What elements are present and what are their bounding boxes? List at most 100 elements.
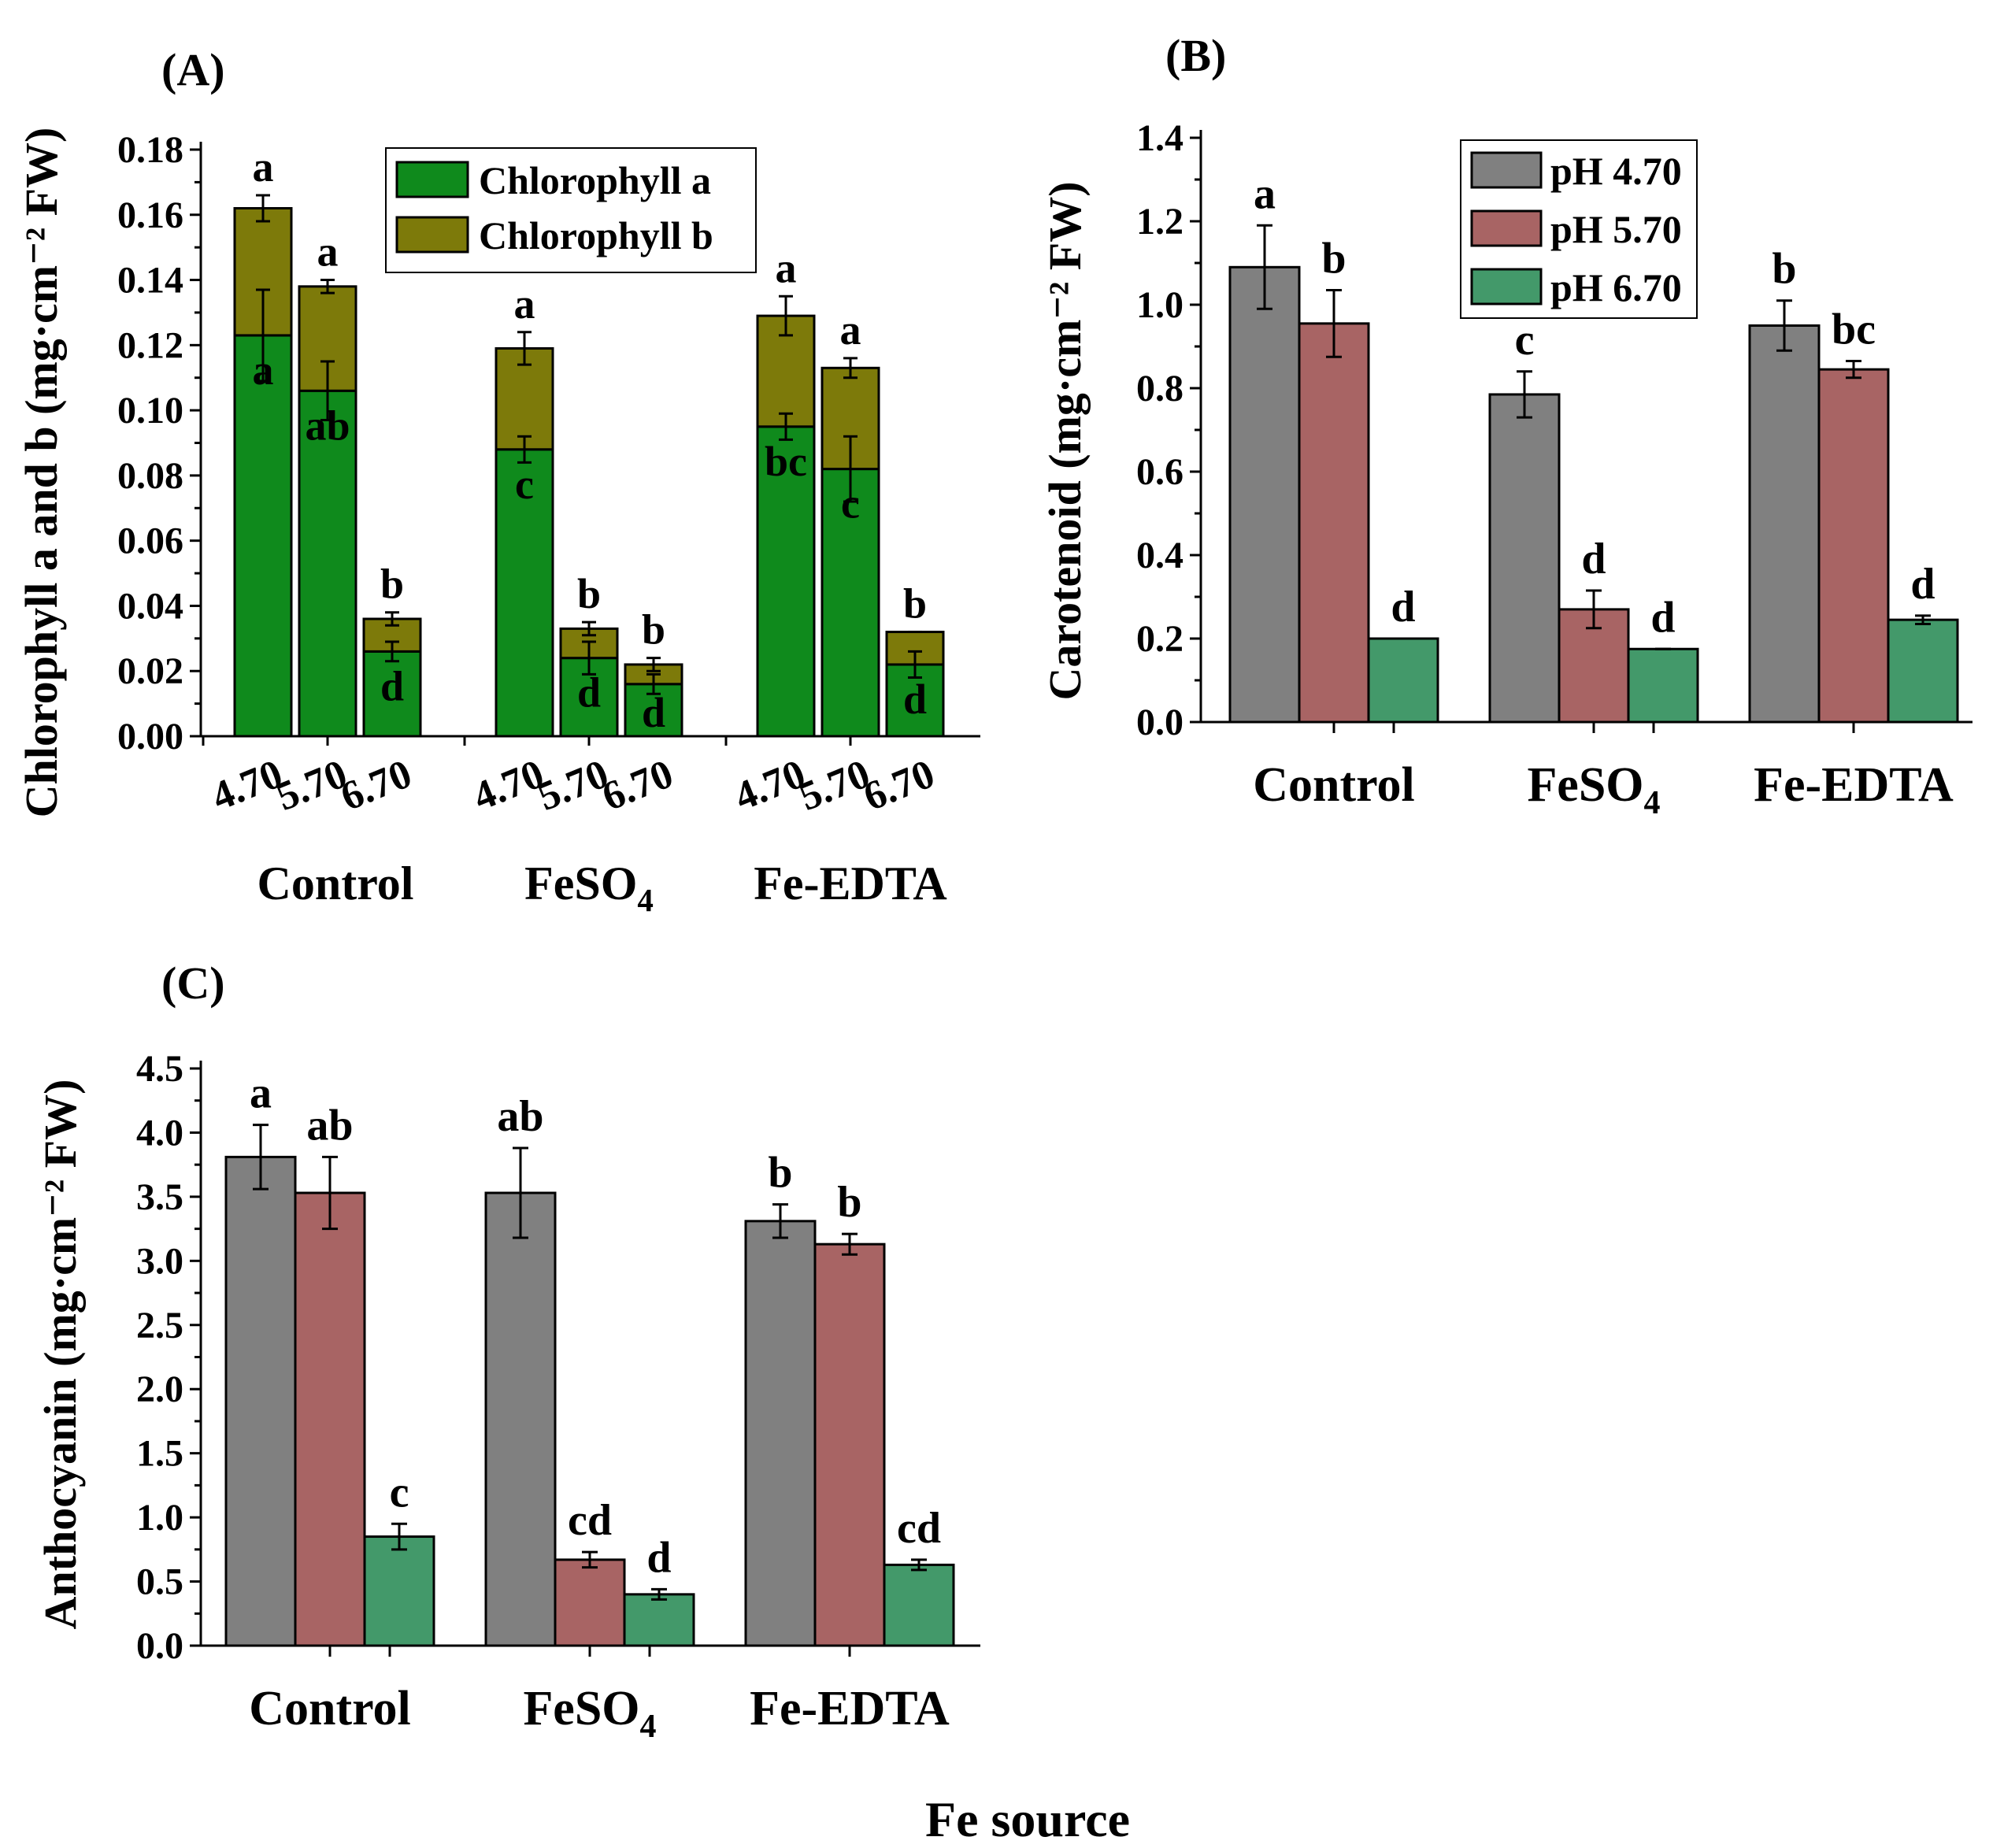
panel-b-y-tick-label: 0.6 [1136,451,1184,493]
panel-b-bar [1627,647,1699,724]
panel-a-group-label: Fe-EDTA [754,857,947,909]
panel-c-y-tick-label: 1.0 [136,1497,183,1539]
panel-b-letter: d [1581,535,1606,583]
chl-a-bar [233,334,293,738]
panel-b-bar [1488,393,1561,724]
panel-a-y-tick-label: 0.08 [117,455,183,497]
panel-c-letter: ab [497,1092,543,1141]
panel-c-y-tick-label: 2.0 [136,1368,183,1410]
panel-c-y-tick-label: 3.0 [136,1240,183,1282]
chl-a-letter: a [253,346,274,394]
panel-c-bar [554,1558,626,1647]
panel-a-y-tick-label: 0.10 [117,390,183,431]
panel-a-y-tick-label: 0.04 [117,585,183,627]
panel-b-category-label: Fe-EDTA [1754,758,1954,812]
panel-c-bar [744,1220,817,1647]
panel-b-y-label: Carotenoid (mg·cm⁻² FW) [1039,181,1091,700]
panel-a-y-tick-label: 0.02 [117,650,183,692]
chl-a-letter: d [380,662,404,709]
panel-c-category-label: FeSO4 [523,1682,656,1745]
panel-b-bar [1887,618,1959,724]
panel-a-y-tick-label: 0.06 [117,520,183,562]
panel-b-y-tick-label: 0.2 [1136,618,1184,660]
panel-a-y-tick-label: 0.16 [117,194,183,236]
panel-b-y-tick-label: 0.0 [1136,702,1184,743]
panel-c-letter: b [768,1149,792,1198]
panel-c-y-tick-label: 0.0 [136,1625,183,1667]
panel-b-y-tick-label: 0.4 [1136,535,1184,576]
panel-c-category-label: Control [249,1682,411,1735]
panel-c-bar [363,1535,435,1647]
chl-b-letter: a [253,143,274,191]
panel-c-letter: cd [897,1504,941,1553]
chl-a-bar [362,650,422,738]
panel-c-y-tick-label: 3.5 [136,1176,183,1218]
panel-b-bar [1367,637,1439,724]
panel-b-y-tick-label: 1.0 [1136,284,1184,326]
panel-c-y-tick-label: 0.5 [136,1561,183,1603]
legend-label: Chlorophyll b [479,213,713,257]
panel-b-letter: d [1910,560,1935,609]
panel-b-letter: bc [1832,306,1876,354]
chl-b-letter: a [317,228,339,276]
legend-label: pH 5.70 [1550,207,1682,251]
panel-a-ph-tick-label: 6.70 [335,751,418,820]
legend-swatch [1470,209,1543,247]
panel-b-letter: c [1515,316,1535,365]
panel-a-group-label: Control [257,857,414,909]
panel-c-y-tick-label: 4.5 [136,1048,183,1090]
panel-c-letter: cd [568,1496,612,1545]
panel-a-y-tick-label: 0.12 [117,324,183,366]
panel-c-y-label: Anthocyanin (mg·cm⁻² FW) [35,1080,86,1630]
panel-c-bar [813,1242,886,1647]
legend-label: Chlorophyll a [479,158,711,202]
panel-c-bar [484,1191,557,1647]
chl-a-letter: c [515,461,534,508]
panel-c-bar [623,1593,695,1647]
panel-b-bar [1228,265,1301,724]
legend-swatch [395,161,469,198]
chl-a-bar [298,389,357,738]
legend-swatch [395,216,469,254]
chl-a-letter: c [841,480,860,528]
panel-c-label: (C) [161,957,225,1009]
panel-a-y-tick-label: 0.18 [117,129,183,171]
panel-a-y-tick-label: 0.00 [117,716,183,757]
panel-a-ph-tick-label: 6.70 [858,751,941,820]
panel-a-y-label: Chlorophyll a and b (mg·cm⁻² FW) [16,128,67,818]
chl-b-letter: b [642,606,665,654]
chl-b-letter: a [840,306,861,354]
panel-b-letter: a [1254,169,1276,218]
chl-a-letter: d [642,689,665,736]
panel-b-letter: b [1321,234,1346,283]
panel-a-y-tick-label: 0.14 [117,260,183,302]
panel-c-bar [294,1191,366,1647]
chl-b-letter: b [903,580,927,628]
panel-c-letter: d [646,1533,671,1582]
panel-c-bar [224,1155,297,1647]
panel-c-category-label: Fe-EDTA [750,1682,950,1735]
panel-c-y-tick-label: 2.5 [136,1305,183,1346]
panel-b-y-tick-label: 1.4 [1136,117,1184,159]
chl-b-letter: a [776,244,797,291]
legend-swatch [1470,151,1543,189]
panel-b-category-label: Control [1253,758,1415,812]
legend-swatch [1470,268,1543,306]
panel-b-letter: b [1772,245,1796,294]
panel-c-bar [883,1563,955,1647]
panel-c-y-tick-label: 4.0 [136,1112,183,1154]
panel-b-bar [1817,368,1890,724]
chl-b-letter: b [577,570,601,617]
chl-a-letter: ab [305,402,350,449]
chl-a-letter: d [577,669,601,717]
panel-b-category-label: FeSO4 [1527,758,1660,821]
chl-b-letter: b [380,561,404,608]
chl-a-letter: d [903,676,927,723]
panel-b-bar [1298,322,1370,724]
panel-b-letter: d [1391,583,1415,631]
legend-label: pH 4.70 [1550,149,1682,193]
chl-b-letter: a [514,280,535,328]
panel-a-ph-tick-label: 6.70 [596,751,680,820]
panel-b-y-tick-label: 1.2 [1136,201,1184,243]
chl-a-bar [756,425,816,738]
